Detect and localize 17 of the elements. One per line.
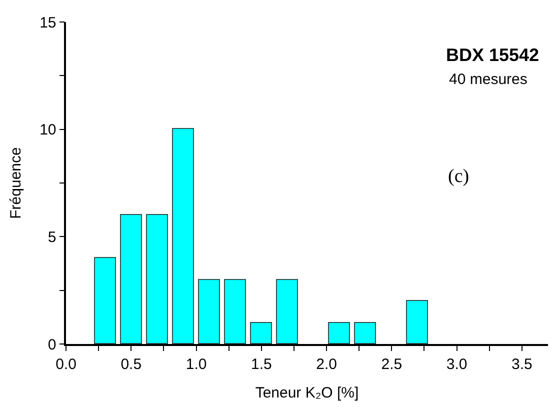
x-tick-label: 0.5	[120, 356, 142, 373]
x-tick-label: 3.5	[512, 356, 532, 373]
y-axis-title: Fréquence	[7, 147, 24, 219]
x-axis-title: Teneur K₂O [%]	[255, 384, 359, 402]
text: 40 mesures	[449, 71, 528, 88]
x-tick-label: 2.5	[381, 356, 402, 373]
x-tick-label: 1.0	[186, 356, 207, 373]
y-tick-label: 5	[48, 228, 56, 246]
x-tick-label: 3.0	[446, 356, 468, 373]
y-tick-label: 15	[40, 14, 56, 32]
text: BDX 15542	[446, 45, 540, 65]
annotation: (c)	[448, 166, 470, 187]
y-tick-label: 10	[40, 122, 56, 139]
x-tick-label: 1.5	[250, 356, 272, 373]
x-tick-label: 0.0	[56, 356, 76, 373]
x-tick-label: 2.0	[316, 356, 337, 373]
y-tick-label: 0	[48, 336, 56, 354]
